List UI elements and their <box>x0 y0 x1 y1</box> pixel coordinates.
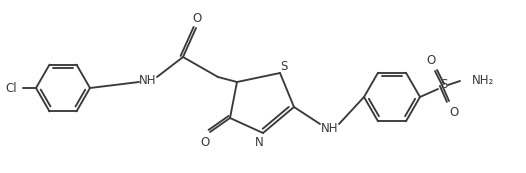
Text: N: N <box>255 136 264 149</box>
Text: S: S <box>440 79 448 92</box>
Text: O: O <box>200 136 210 149</box>
Text: NH: NH <box>321 121 339 134</box>
Text: Cl: Cl <box>5 81 17 94</box>
Text: O: O <box>193 12 201 25</box>
Text: S: S <box>280 61 288 74</box>
Text: O: O <box>449 106 459 119</box>
Text: O: O <box>427 54 436 67</box>
Text: NH: NH <box>139 74 157 86</box>
Text: NH₂: NH₂ <box>472 75 494 88</box>
